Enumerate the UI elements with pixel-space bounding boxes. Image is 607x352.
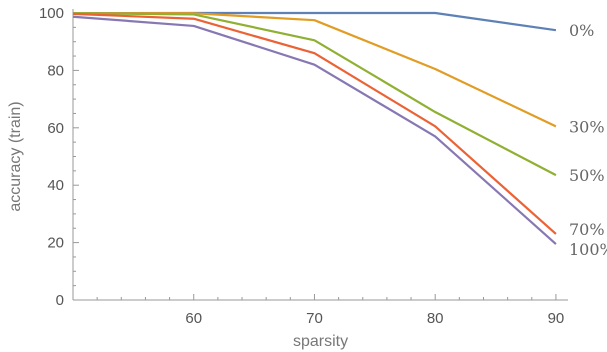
series-line bbox=[72, 12, 557, 177]
x-tick-label: 90 bbox=[548, 310, 565, 327]
y-tick-label: 40 bbox=[47, 177, 64, 194]
x-tick-label: 80 bbox=[427, 310, 444, 327]
x-tick-label: 60 bbox=[185, 310, 202, 327]
y-tick-label: 0 bbox=[56, 292, 64, 309]
y-tick-label: 20 bbox=[47, 235, 64, 252]
y-tick-label: 100 bbox=[39, 5, 64, 22]
x-axis-title: sparsity bbox=[293, 333, 348, 350]
series-line bbox=[72, 15, 557, 245]
series-label: 50% bbox=[569, 166, 605, 185]
y-axis-title: accuracy (train) bbox=[7, 101, 24, 211]
series-label: 70% bbox=[569, 220, 605, 239]
series-lines bbox=[72, 11, 557, 245]
y-tick-label: 80 bbox=[47, 62, 64, 79]
ticks: 60 70 80 90 0 20 40 60 80 100 bbox=[39, 5, 564, 327]
x-tick-label: 70 bbox=[306, 310, 323, 327]
series-label: 100% bbox=[569, 240, 607, 259]
series-line bbox=[73, 12, 557, 128]
y-tick-label: 60 bbox=[47, 120, 64, 137]
series-label: 30% bbox=[569, 117, 605, 136]
series-labels: 0% 30% 50% 70%100% bbox=[569, 21, 607, 259]
series-label: 0% bbox=[569, 21, 594, 40]
axes bbox=[72, 9, 568, 301]
series-line bbox=[72, 12, 557, 235]
